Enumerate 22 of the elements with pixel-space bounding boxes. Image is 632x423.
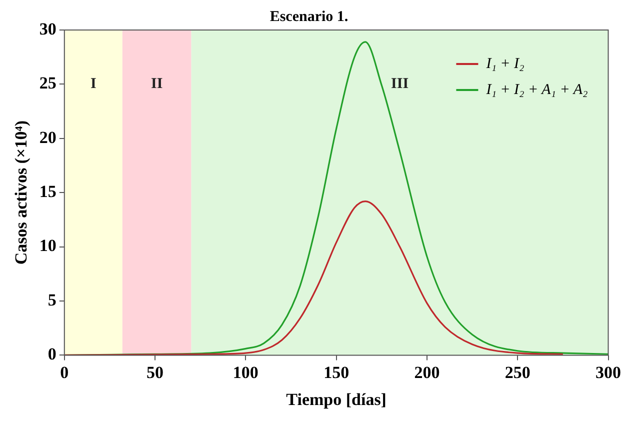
chart-title: Escenario 1. [270, 8, 348, 25]
x-axis-title: Tiempo [días] [286, 390, 386, 410]
y-tick-label: 20 [39, 128, 56, 147]
y-tick-label: 0 [48, 344, 56, 364]
y-tick-label: 10 [39, 236, 56, 256]
x-tick-label: 200 [414, 362, 440, 382]
legend-label: I₁ + I₂ [485, 56, 524, 72]
band-label: I [90, 76, 96, 92]
y-tick-label: 25 [39, 74, 56, 93]
band-label: III [391, 76, 409, 92]
y-axis-title: Casos activos (×10⁴) [12, 120, 31, 265]
x-tick-label: 300 [596, 362, 621, 382]
x-tick-label: 50 [146, 362, 164, 382]
x-tick-label: 0 [60, 362, 69, 382]
band-label: II [151, 76, 163, 92]
x-tick-label: 150 [324, 362, 350, 382]
legend-label: I₁ + I₂ + A₁ + A₂ [485, 82, 588, 98]
x-tick-label: 250 [504, 362, 530, 382]
y-tick-label: 15 [39, 182, 56, 201]
x-tick-label: 100 [232, 362, 258, 382]
y-tick-label: 5 [48, 290, 56, 310]
y-tick-label: 30 [39, 19, 56, 38]
